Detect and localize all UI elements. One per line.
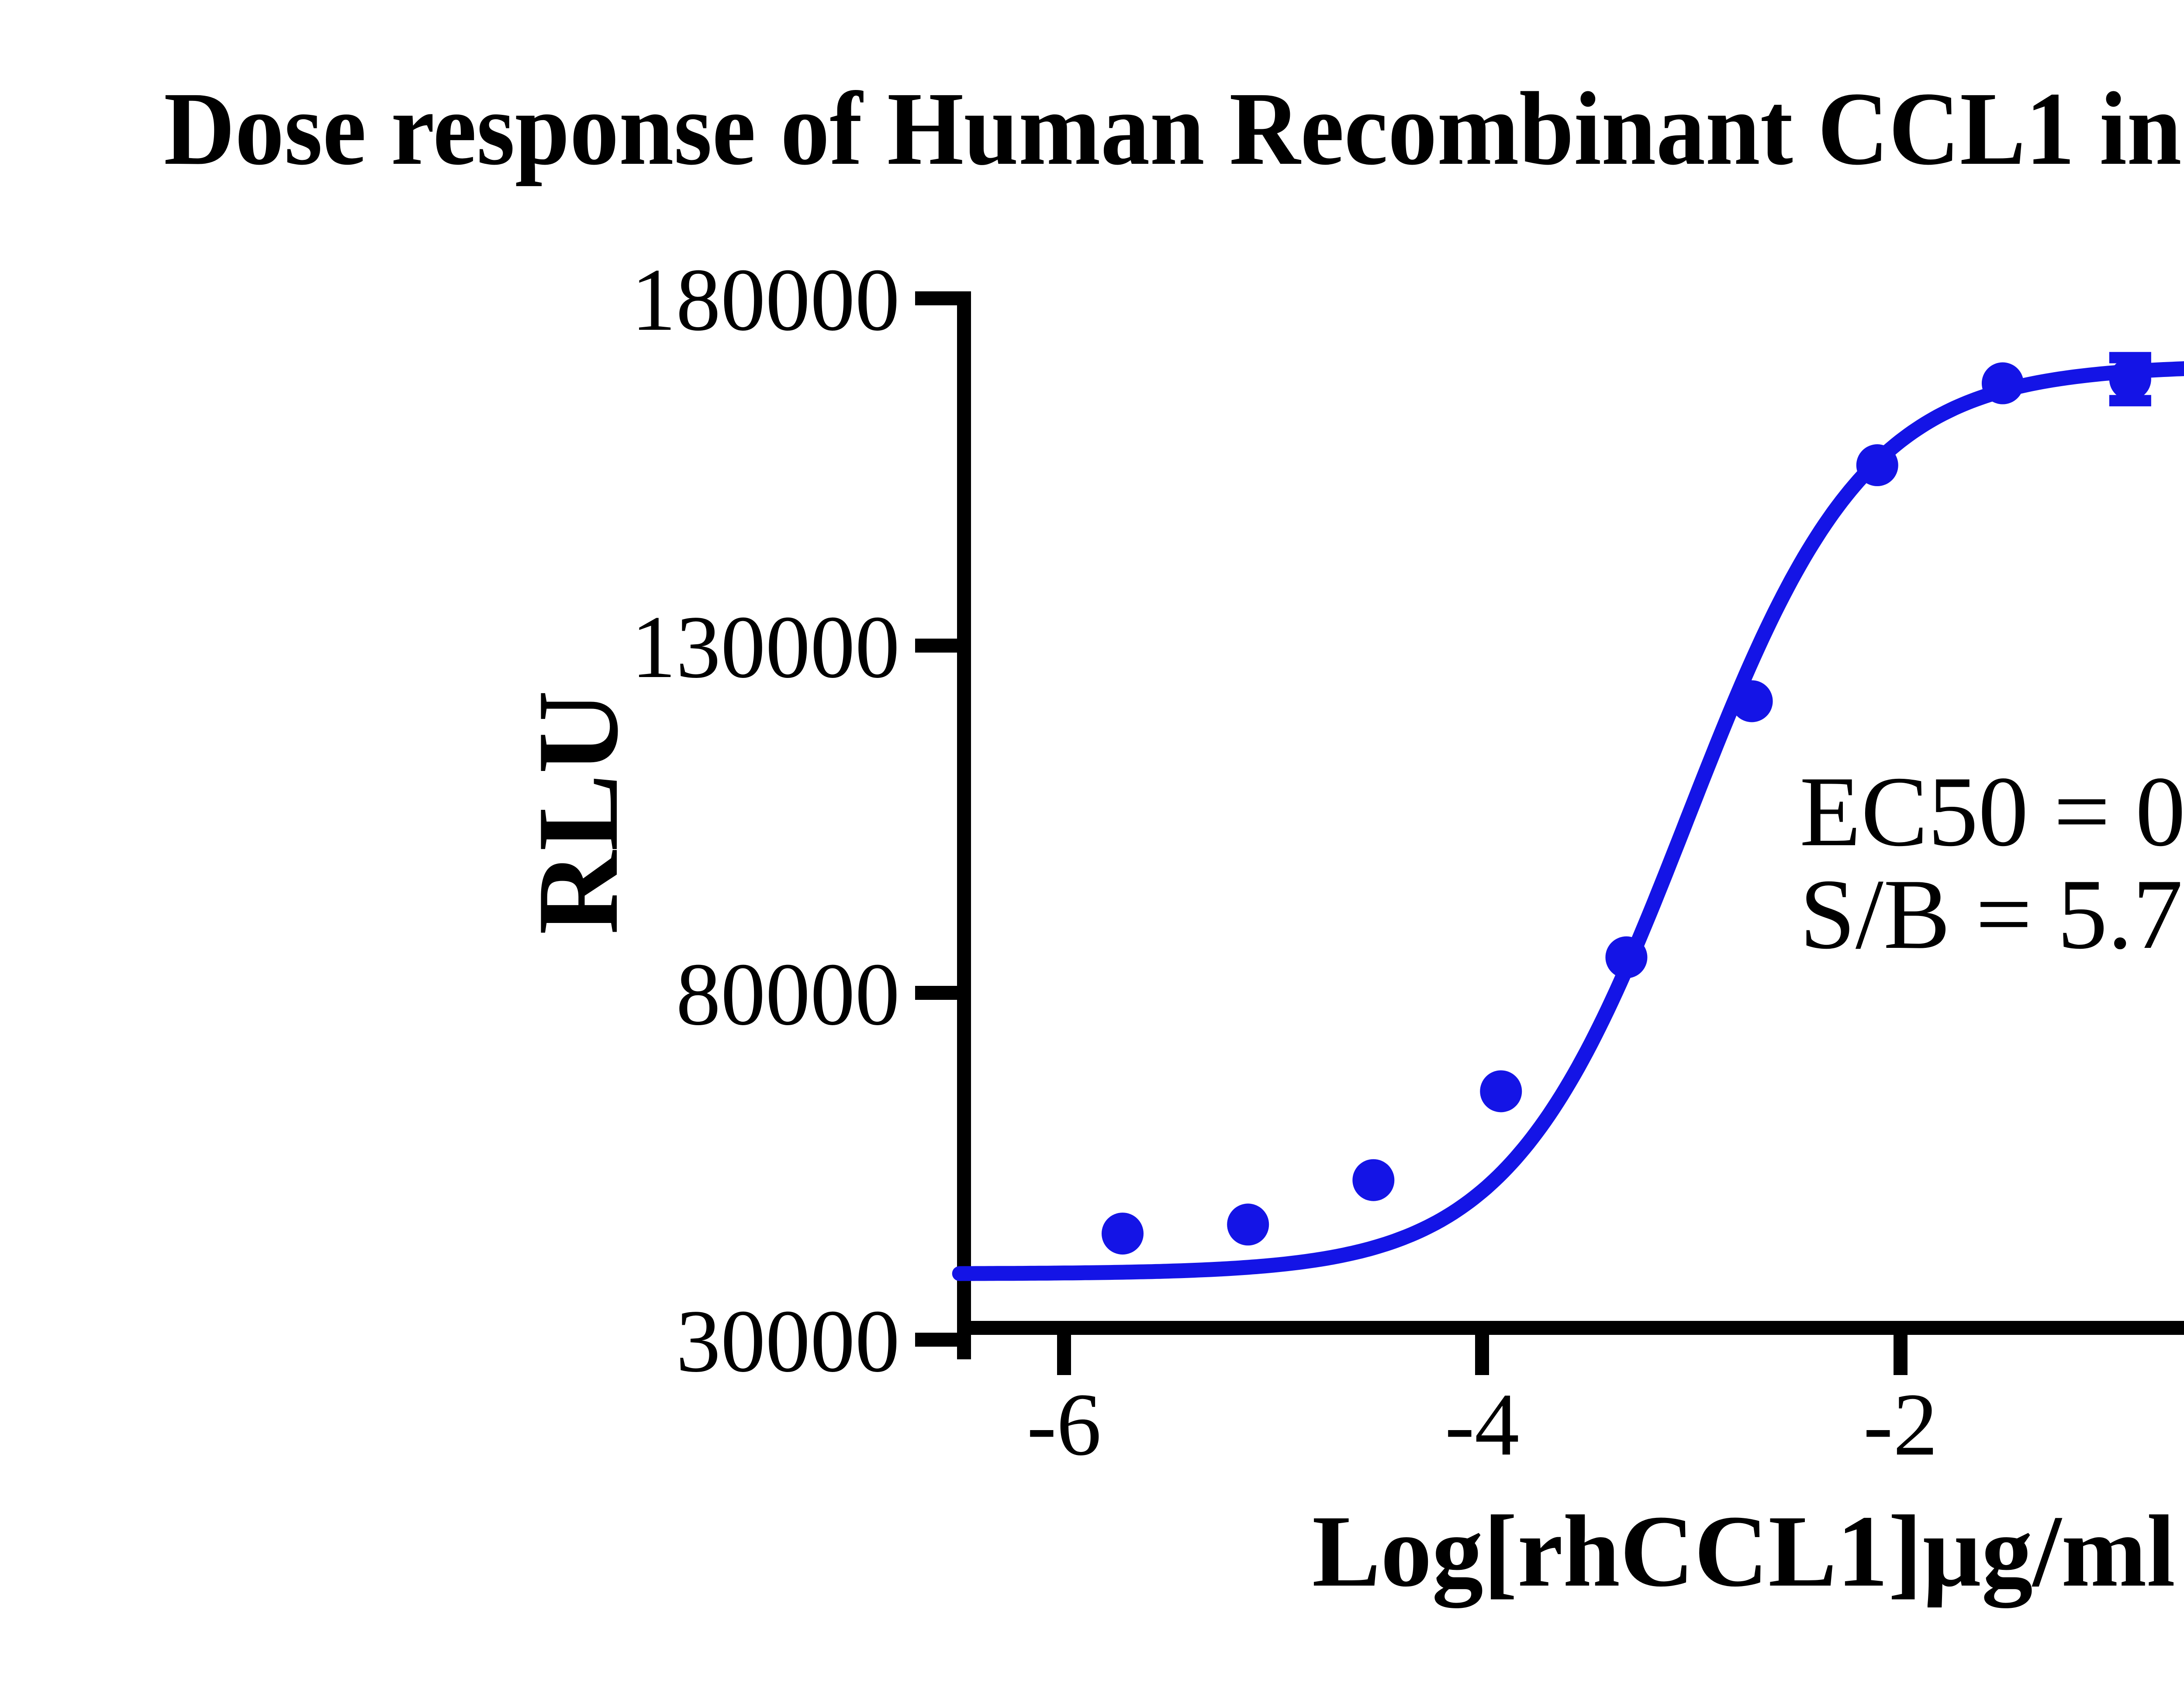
signal-background-annotation: S/B = 5.7 xyxy=(1800,858,2183,970)
x-tick-label: -6 xyxy=(1027,1375,1102,1474)
data-point xyxy=(1856,444,1898,487)
y-tick-label: 130000 xyxy=(631,598,900,697)
data-point xyxy=(1605,936,1648,978)
chart-title: Dose response of Human Recombinant CCL1 … xyxy=(164,70,2184,187)
data-point xyxy=(1352,1159,1395,1201)
y-tick-label: 30000 xyxy=(676,1292,900,1391)
data-point xyxy=(1102,1213,1144,1255)
series-group xyxy=(952,352,2184,1281)
data-point xyxy=(1227,1203,1269,1246)
data-point xyxy=(1981,362,2024,404)
y-tick-label: 80000 xyxy=(676,945,900,1044)
y-axis: 180000 130000 80000 30000 RLU xyxy=(514,250,971,1391)
x-tick-label: -2 xyxy=(1863,1375,1938,1474)
x-tick-label: -4 xyxy=(1445,1375,1520,1474)
y-tick-label: 180000 xyxy=(631,250,900,349)
ec50-annotation: EC50 = 0.89 ng/ml xyxy=(1800,756,2184,867)
data-point xyxy=(1480,1070,1522,1113)
x-axis: -6 -4 -2 0 Log[rhCCL1]µg/ml xyxy=(957,1321,2184,1608)
data-point xyxy=(2109,358,2151,401)
result-annotation: EC50 = 0.89 ng/ml S/B = 5.7 xyxy=(1800,756,2184,970)
data-point xyxy=(1731,680,1773,722)
x-axis-title: Log[rhCCL1]µg/ml xyxy=(1312,1494,2175,1608)
y-axis-title: RLU xyxy=(514,690,642,935)
